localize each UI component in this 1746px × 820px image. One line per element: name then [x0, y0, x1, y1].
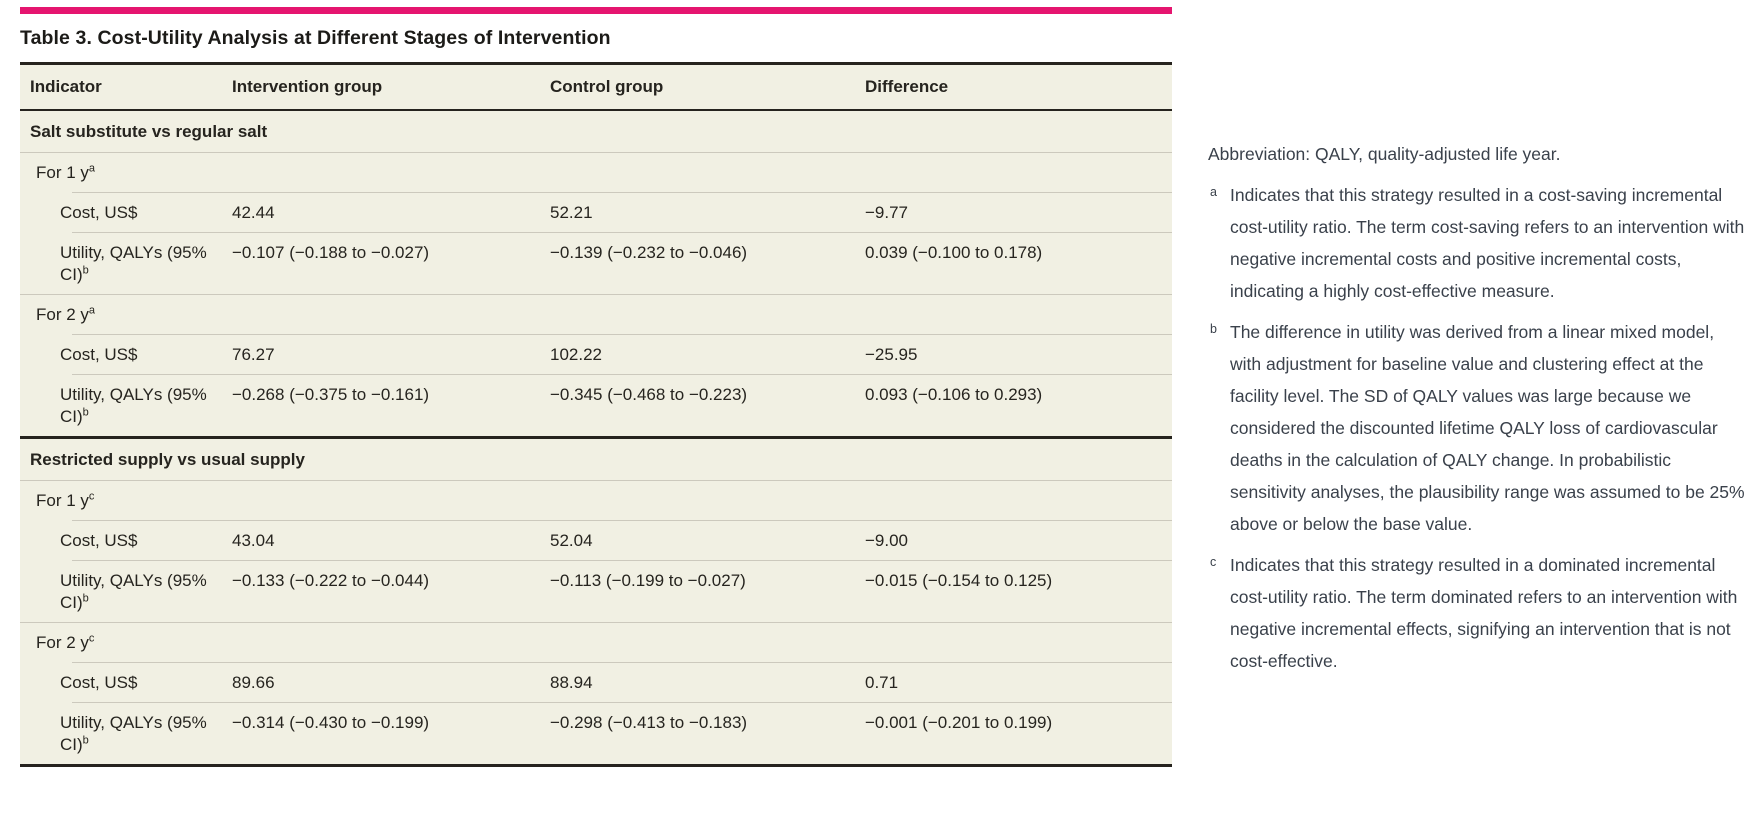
footnote-marker-a: a	[88, 304, 96, 317]
abbreviation-note: Abbreviation: QALY, quality-adjusted lif…	[1208, 144, 1561, 164]
table-header-row: Indicator Intervention group Control gro…	[20, 65, 1172, 111]
row-value: 102.22	[550, 345, 602, 364]
footnote-marker-c: c	[88, 489, 95, 502]
section-divider	[20, 436, 1172, 439]
row-separator	[20, 621, 1172, 623]
footnote-mark-c: c	[1210, 555, 1217, 569]
row-label: Cost, US$	[60, 345, 138, 364]
row-separator-indented	[72, 701, 1172, 703]
row-separator-indented	[72, 661, 1172, 663]
table-panel: Table 3. Cost-Utility Analysis at Differ…	[20, 7, 1172, 767]
row-separator-indented	[72, 334, 1172, 335]
footnote-text: Indicates that this strategy resulted in…	[1230, 555, 1738, 671]
row-separator-indented	[72, 192, 1172, 193]
table-row: Utility, QALYs (95% CI)b −0.133 (−0.222 t…	[20, 561, 1172, 622]
row-value: −25.95	[865, 345, 918, 364]
row-value: −0.139 (−0.232 to −0.046)	[550, 243, 748, 262]
group-row: For 1 yc	[36, 489, 95, 510]
footnotes-list: a Indicates that this strategy resulted i…	[1208, 179, 1745, 677]
section-header: Salt substitute vs regular salt	[30, 122, 268, 141]
table-row: Cost, US$ 76.27 102.22 −25.95	[20, 335, 1172, 374]
row-value: −0.314 (−0.430 to −0.199)	[232, 712, 430, 732]
table-row: Utility, QALYs (95% CI)b −0.107 (−0.188 t…	[20, 233, 1172, 294]
row-value: 0.093 (−0.106 to 0.293)	[865, 385, 1043, 404]
row-separator-indented	[72, 519, 1172, 521]
row-value: −0.345 (−0.468 to −0.223)	[550, 385, 748, 404]
row-value: 76.27	[232, 345, 275, 364]
row-value: 0.71	[865, 672, 899, 692]
row-value: −0.107 (−0.188 to −0.027)	[232, 243, 430, 262]
row-separator-indented	[72, 232, 1172, 233]
footnote-marker-b: b	[82, 264, 89, 277]
row-separator	[20, 479, 1172, 481]
group-row: For 1 ya	[36, 162, 96, 182]
table-row: Cost, US$ 89.66 88.94 0.71	[20, 663, 1172, 702]
row-value: −0.001 (−0.201 to 0.199)	[865, 712, 1053, 732]
row-value: 52.04	[550, 530, 593, 550]
row-label: Utility, QALYs (95% CI)b	[60, 570, 207, 612]
footnote-marker-b: b	[82, 733, 89, 746]
footnote-text: Indicates that this strategy resulted in…	[1230, 185, 1745, 301]
row-value: 89.66	[232, 672, 275, 692]
table-row: Utility, QALYs (95% CI)b −0.268 (−0.375 t…	[20, 375, 1172, 436]
group-row: For 2 yc	[36, 631, 95, 652]
row-separator-indented	[72, 559, 1172, 561]
cost-utility-table: Indicator Intervention group Control gro…	[20, 62, 1172, 767]
table-row: Cost, US$ 42.44 52.21 −9.77	[20, 193, 1172, 232]
footnote-marker-b: b	[82, 591, 89, 604]
row-value: −0.298 (−0.413 to −0.183)	[550, 712, 748, 732]
column-header-control-group: Control group	[550, 77, 664, 96]
row-label: Cost, US$	[60, 203, 138, 222]
footnotes-panel: Abbreviation: QALY, quality-adjusted lif…	[1208, 138, 1745, 686]
row-value: 0.039 (−0.100 to 0.178)	[865, 243, 1043, 262]
row-value: −0.268 (−0.375 to −0.161)	[232, 385, 430, 404]
row-value: −0.133 (−0.222 to −0.044)	[232, 570, 430, 590]
footnote-a: a Indicates that this strategy resulted i…	[1208, 179, 1745, 307]
table-row: Cost, US$ 43.04 52.04 −9.00	[20, 521, 1172, 560]
column-header-intervention-group: Intervention group	[232, 77, 383, 96]
row-label: Utility, QALYs (95% CI)b	[60, 385, 207, 426]
table-title: Table 3. Cost-Utility Analysis at Differ…	[20, 27, 611, 49]
row-value: −9.77	[865, 203, 909, 222]
footnote-marker-b: b	[82, 406, 89, 419]
row-value: 52.21	[550, 203, 593, 222]
column-header-indicator: Indicator	[30, 77, 102, 96]
footnote-text: The difference in utility was derived fr…	[1230, 322, 1745, 534]
row-label: Cost, US$	[60, 530, 138, 550]
row-value: 42.44	[232, 203, 275, 222]
table-row: Utility, QALYs (95% CI)b −0.314 (−0.430 t…	[20, 703, 1172, 764]
row-value: −0.015 (−0.154 to 0.125)	[865, 570, 1053, 590]
row-label: Utility, QALYs (95% CI)b	[60, 712, 207, 754]
row-label: Utility, QALYs (95% CI)b	[60, 243, 207, 284]
row-separator-indented	[72, 374, 1172, 375]
footnote-c: c Indicates that this strategy resulted i…	[1208, 549, 1745, 677]
group-row: For 2 ya	[36, 304, 96, 324]
column-header-difference: Difference	[865, 77, 949, 96]
row-separator	[20, 294, 1172, 295]
footnote-mark-a: a	[1210, 185, 1217, 199]
section-header: Restricted supply vs usual supply	[30, 449, 305, 469]
row-value: −0.113 (−0.199 to −0.027)	[550, 570, 746, 590]
row-value: −9.00	[865, 530, 909, 550]
footnote-b: b The difference in utility was derived f…	[1208, 316, 1745, 540]
row-value: 88.94	[550, 672, 593, 692]
cost-utility-table-body: Salt substitute vs regular salt For 1 ya C…	[20, 111, 1172, 764]
footnote-mark-b: b	[1210, 322, 1217, 336]
accent-bar	[20, 7, 1172, 14]
row-value: 43.04	[232, 530, 275, 550]
footnote-marker-c: c	[88, 631, 95, 644]
row-separator	[20, 152, 1172, 153]
row-label: Cost, US$	[60, 672, 138, 692]
footnote-marker-a: a	[88, 162, 96, 175]
